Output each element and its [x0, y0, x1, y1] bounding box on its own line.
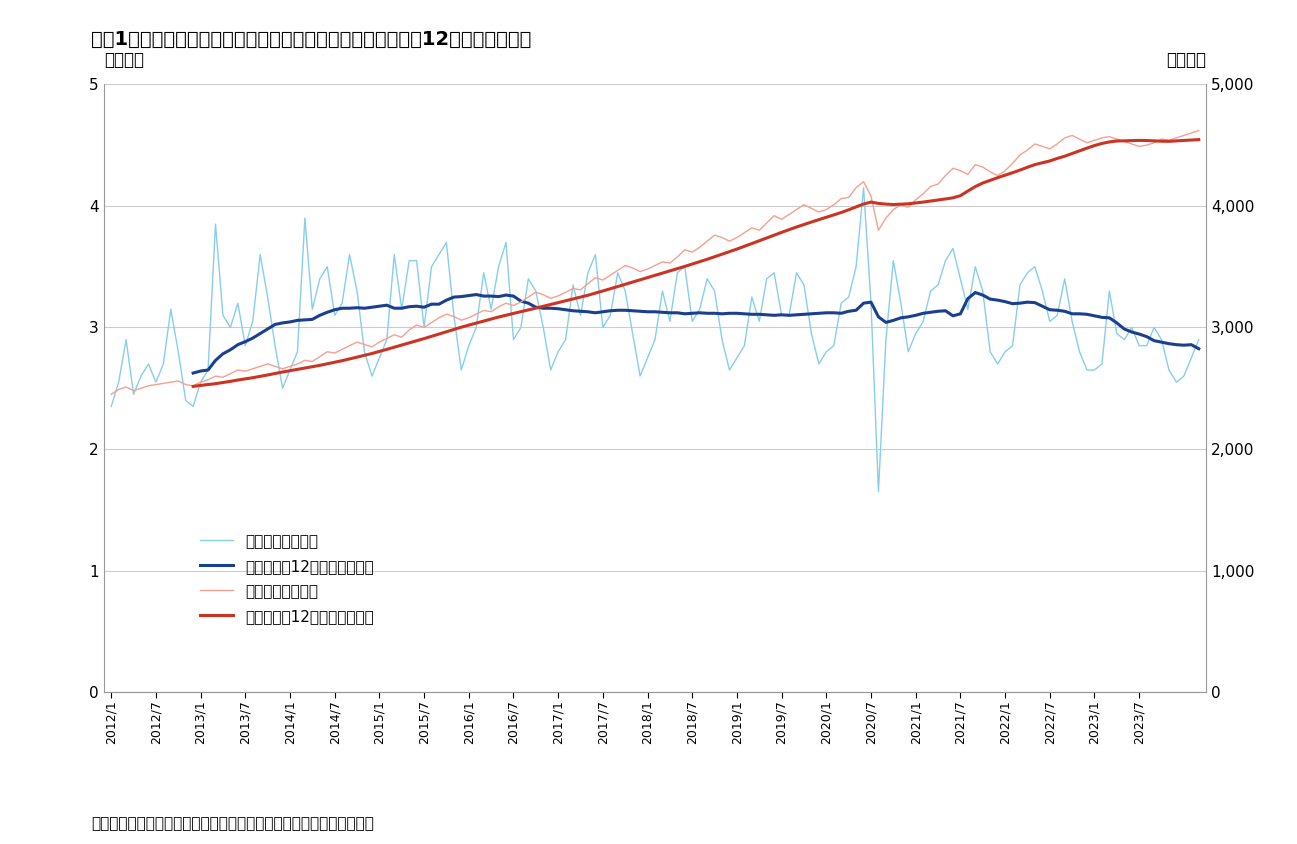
Text: 図袅1　首都圏中古マンションの成約価格と成約件数（月次、12ケ月移動平均）: 図袅1 首都圏中古マンションの成約価格と成約件数（月次、12ケ月移動平均） [91, 30, 532, 49]
Text: （万円）: （万円） [1166, 51, 1206, 69]
Text: （資料）東日本レインズの公表データからニッセイ基础研究所が作成: （資料）東日本レインズの公表データからニッセイ基础研究所が作成 [91, 816, 374, 831]
Text: （千戸）: （千戸） [104, 51, 144, 69]
Legend: 成約件数（月次）, 成約件数（12ケ月移動平均）, 成約価格（月次）, 成約価格（12ケ月移動平均）: 成約件数（月次）, 成約件数（12ケ月移動平均）, 成約価格（月次）, 成約価格… [200, 534, 374, 624]
